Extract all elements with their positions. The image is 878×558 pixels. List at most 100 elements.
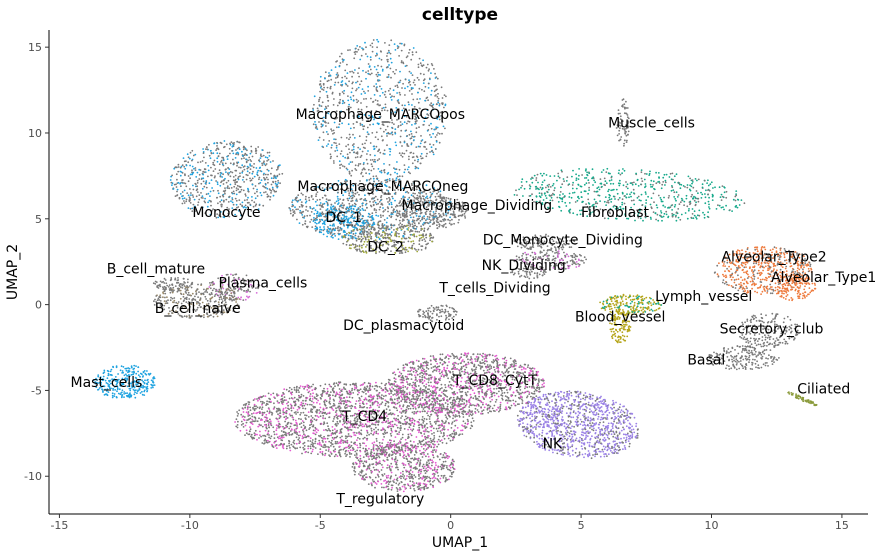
cell-point <box>376 198 379 201</box>
cell-point <box>518 188 520 191</box>
cell-point <box>229 183 232 186</box>
cell-point <box>256 195 259 197</box>
cell-point <box>609 172 611 175</box>
cell-point <box>351 230 353 233</box>
cell-point <box>529 185 532 188</box>
cell-point <box>428 77 431 80</box>
cell-point <box>435 140 438 143</box>
cell-point <box>220 161 222 163</box>
cell-point <box>375 87 378 89</box>
cell-point <box>362 146 365 149</box>
cell-point <box>618 169 620 172</box>
cell-point <box>426 152 428 155</box>
cell-point <box>213 159 216 162</box>
cell-point <box>412 216 415 219</box>
cell-point <box>209 297 212 300</box>
cell-point <box>603 183 606 186</box>
cell-point <box>729 209 731 211</box>
cell-point <box>263 176 265 179</box>
cell-point <box>410 72 412 74</box>
cell-point <box>246 295 248 298</box>
cell-point <box>365 53 367 55</box>
cell-point <box>636 179 639 182</box>
cell-point <box>196 185 199 188</box>
cell-point <box>428 235 431 237</box>
cell-point <box>558 252 561 255</box>
cell-point <box>606 201 608 204</box>
cell-point <box>394 199 396 202</box>
cell-point <box>420 135 422 137</box>
cell-point <box>272 160 274 162</box>
cell-point <box>333 141 336 144</box>
cell-point <box>375 131 378 134</box>
cell-point <box>247 190 250 193</box>
cell-point <box>336 155 339 158</box>
cell-point <box>362 163 365 166</box>
cell-point <box>377 236 380 239</box>
cell-point <box>349 70 351 73</box>
cell-point <box>166 296 168 299</box>
cell-point <box>370 235 373 238</box>
cell-point <box>554 252 556 254</box>
cell-point <box>367 150 369 152</box>
cell-point <box>571 184 574 186</box>
cell-point <box>295 197 298 200</box>
cell-point <box>338 143 341 146</box>
cell-point <box>419 72 422 75</box>
cell-point <box>586 174 589 177</box>
cell-point <box>419 315 422 317</box>
cell-point <box>183 200 185 202</box>
cell-point <box>391 133 394 136</box>
cell-point <box>390 111 392 114</box>
cell-point <box>346 168 349 171</box>
cell-point <box>231 171 234 174</box>
cell-point <box>208 286 211 288</box>
cell-point <box>610 201 613 203</box>
cell-point <box>401 225 404 228</box>
cell-point <box>740 199 743 202</box>
cell-point <box>323 228 326 231</box>
cell-point <box>211 296 214 299</box>
cell-point <box>323 116 325 119</box>
cell-point <box>571 256 574 258</box>
cell-point <box>199 169 202 171</box>
cell-point <box>731 210 733 213</box>
cell-point <box>264 183 267 186</box>
cell-point <box>332 205 335 208</box>
cell-point <box>210 204 212 207</box>
cell-point <box>181 164 184 167</box>
cell-point <box>340 150 343 153</box>
cell-point <box>352 133 354 136</box>
cell-point <box>704 196 707 199</box>
cell-point <box>336 75 339 78</box>
cell-point <box>600 182 603 185</box>
cell-point <box>217 192 220 195</box>
cell-point <box>377 215 380 217</box>
cell-point <box>435 127 438 130</box>
cell-point <box>386 135 388 137</box>
cell-point <box>207 175 209 178</box>
cell-point <box>409 117 411 120</box>
cell-point <box>631 183 634 186</box>
cell-point <box>347 95 349 97</box>
cell-point <box>337 126 340 129</box>
cell-point <box>671 212 674 215</box>
cell-point <box>322 139 325 141</box>
cell-point <box>187 175 190 177</box>
cell-point <box>250 149 253 152</box>
cell-point <box>531 176 533 179</box>
cell-point <box>644 183 647 185</box>
cell-point <box>386 109 389 112</box>
cell-point <box>371 42 374 45</box>
cell-point <box>373 209 376 211</box>
cell-point <box>330 155 332 158</box>
cell-point <box>656 213 659 216</box>
cell-point <box>363 229 366 232</box>
cell-point <box>674 198 677 200</box>
cell-point <box>316 107 319 110</box>
cell-point <box>418 222 420 225</box>
cell-point <box>398 202 401 205</box>
cell-point <box>617 296 619 298</box>
cell-point <box>610 189 613 192</box>
cell-point <box>358 135 361 138</box>
